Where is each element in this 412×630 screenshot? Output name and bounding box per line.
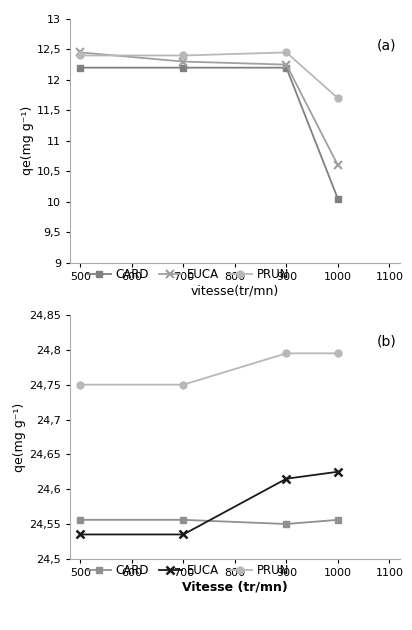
Line: CARD: CARD <box>77 517 341 527</box>
PRUN <box>181 52 186 59</box>
Legend: CARD, EUCA, PRUN: CARD, EUCA, PRUN <box>82 263 294 286</box>
PRUN <box>284 49 289 56</box>
CARD <box>284 520 289 528</box>
PRUN <box>78 52 83 59</box>
Y-axis label: qe(mg g⁻¹): qe(mg g⁻¹) <box>13 403 26 471</box>
X-axis label: vitesse(tr/mn): vitesse(tr/mn) <box>191 285 279 297</box>
CARD <box>78 516 83 524</box>
Line: EUCA: EUCA <box>76 467 342 539</box>
Line: PRUN: PRUN <box>77 49 341 101</box>
Text: (a): (a) <box>377 38 396 52</box>
Line: PRUN: PRUN <box>77 350 341 388</box>
CARD <box>78 64 83 71</box>
EUCA <box>335 468 340 476</box>
PRUN <box>335 350 340 357</box>
Legend: CARD, EUCA, PRUN: CARD, EUCA, PRUN <box>82 559 294 582</box>
CARD <box>335 516 340 524</box>
CARD <box>335 195 340 202</box>
EUCA <box>78 530 83 538</box>
PRUN <box>78 381 83 389</box>
Y-axis label: qe(mg g⁻¹): qe(mg g⁻¹) <box>21 106 34 175</box>
CARD <box>284 64 289 71</box>
EUCA <box>284 61 289 69</box>
EUCA <box>78 49 83 56</box>
PRUN <box>181 381 186 389</box>
EUCA <box>181 58 186 66</box>
X-axis label: Vitesse (tr/mn): Vitesse (tr/mn) <box>182 581 288 593</box>
PRUN <box>284 350 289 357</box>
CARD <box>181 516 186 524</box>
Text: (b): (b) <box>377 335 396 348</box>
CARD <box>181 64 186 71</box>
Line: EUCA: EUCA <box>76 49 342 169</box>
PRUN <box>335 94 340 102</box>
EUCA <box>284 475 289 483</box>
EUCA <box>181 530 186 538</box>
Line: CARD: CARD <box>77 64 341 202</box>
EUCA <box>335 161 340 169</box>
